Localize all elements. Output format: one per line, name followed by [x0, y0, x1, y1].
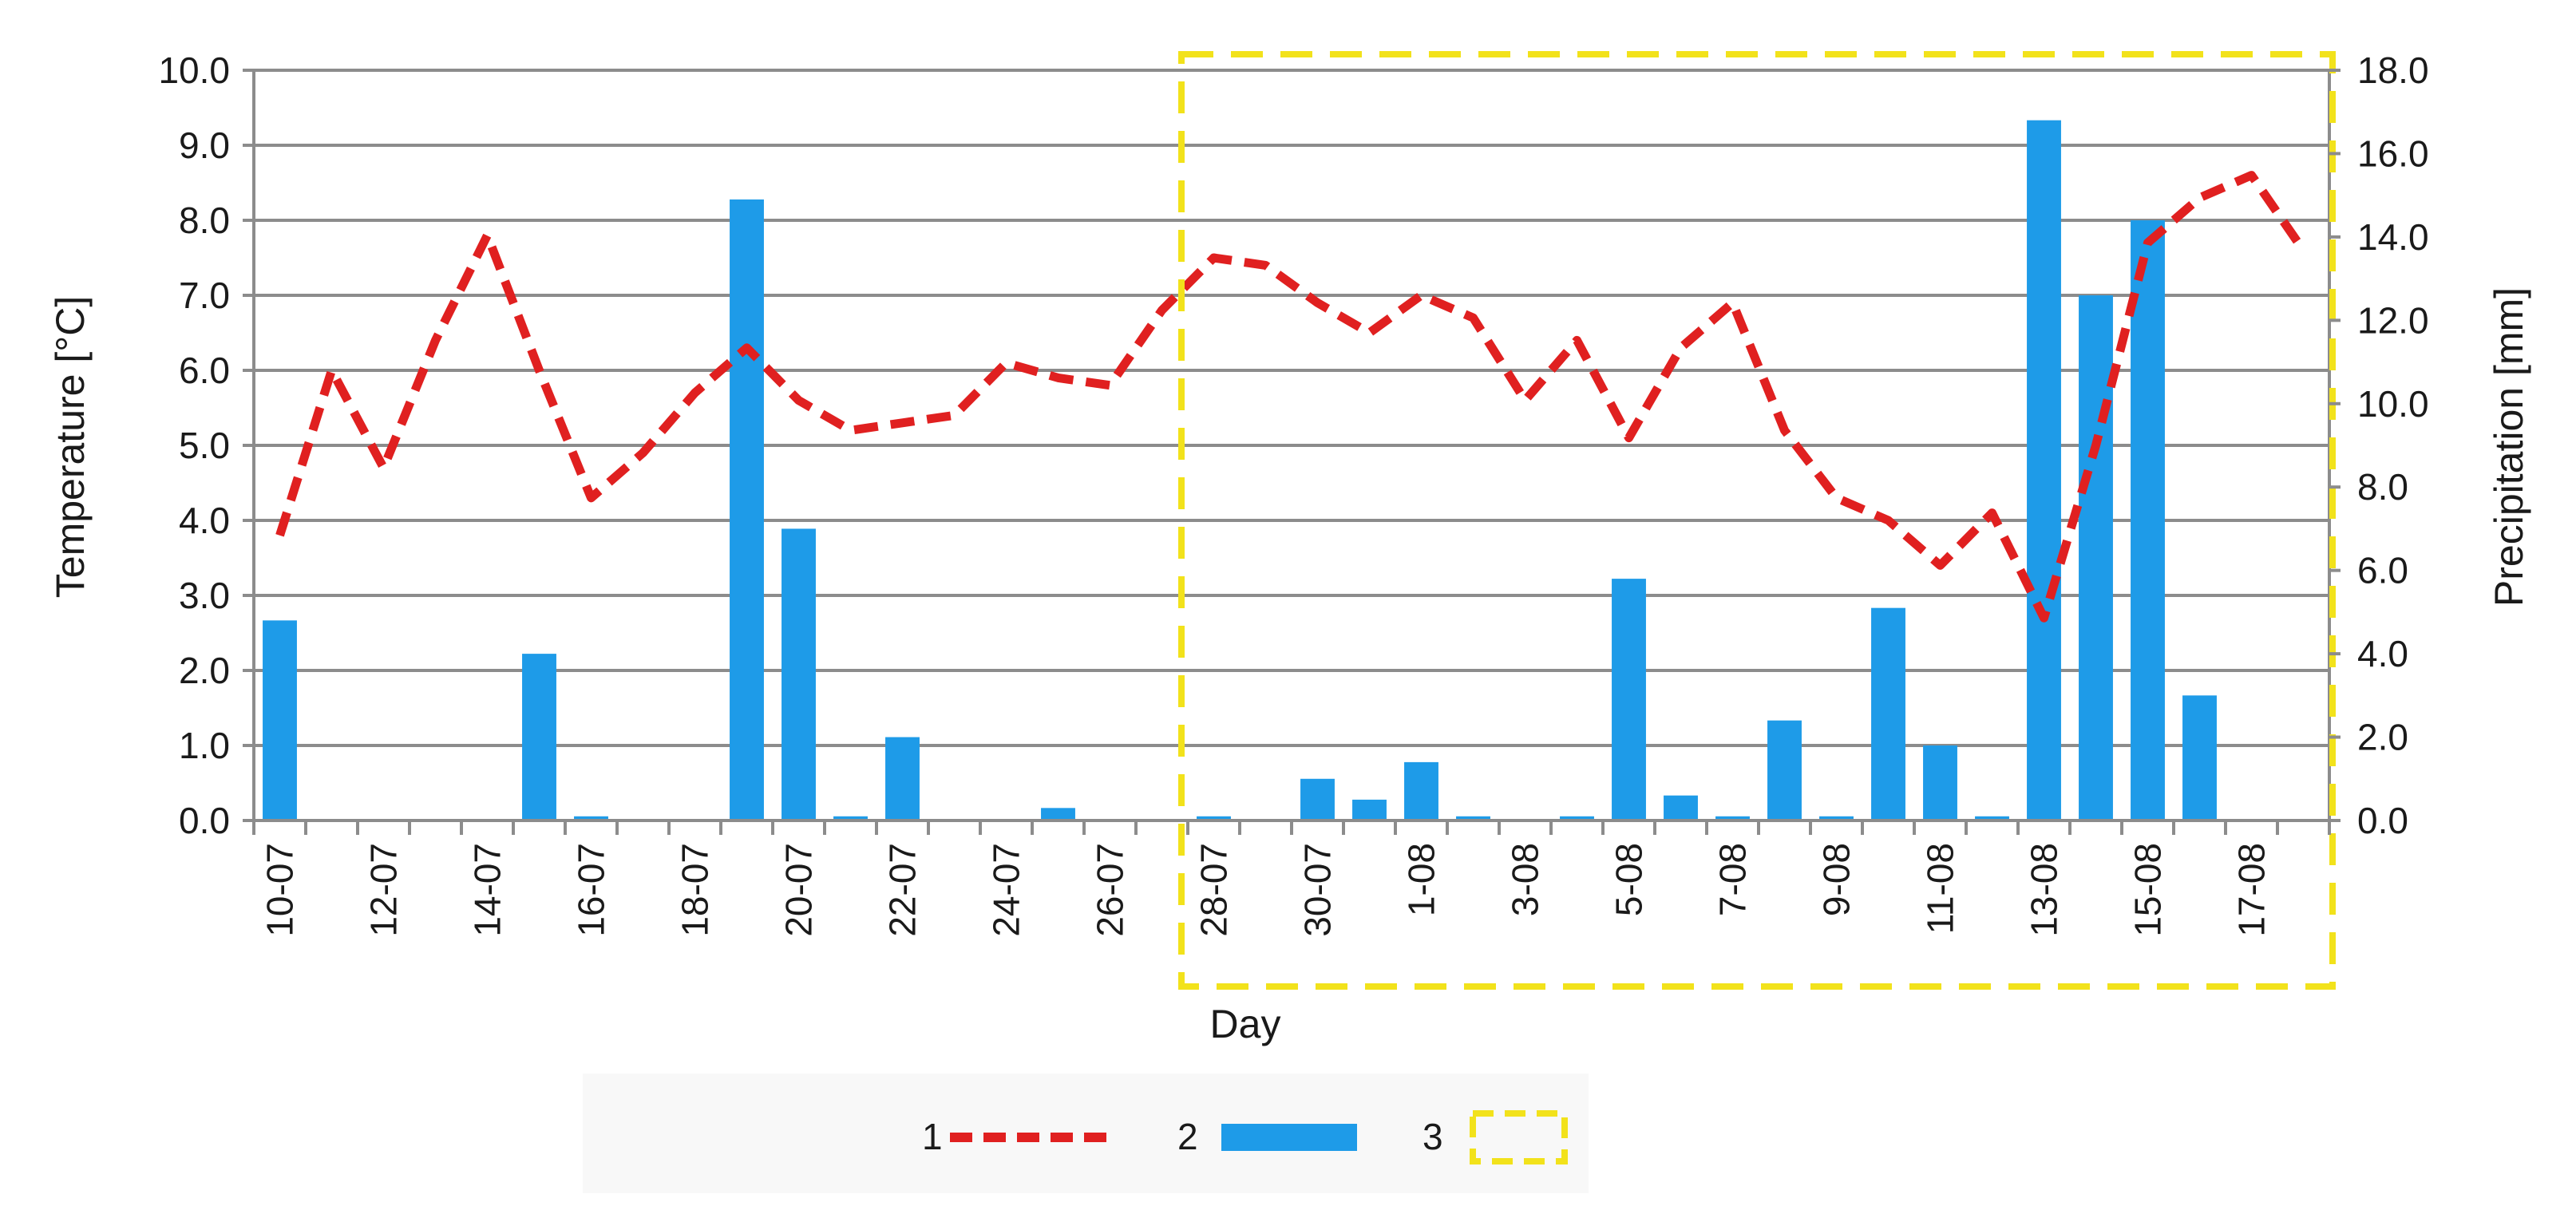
legend-swatch-highlight — [1470, 1110, 1568, 1164]
legend-label-temperature: 1 — [922, 1116, 943, 1157]
precipitation-bar — [1456, 816, 1490, 820]
y-right-tick-label: 18.0 — [2357, 49, 2429, 91]
y-right-tick-label: 2.0 — [2357, 717, 2408, 758]
precipitation-bar — [730, 199, 764, 820]
y-right-tick-label: 12.0 — [2357, 299, 2429, 341]
x-tick-label: 3-08 — [1505, 843, 1546, 916]
y-right-tick-label: 14.0 — [2357, 216, 2429, 258]
tick-layer: 0.0 1.0 2.0 3.0 4.0 5.0 6.0 7.0 8.0 9.0 10.0 0.0 2.0… — [158, 49, 2428, 937]
x-tick-label: 13-08 — [2024, 843, 2065, 937]
x-tick-label: 20-07 — [778, 843, 820, 937]
y-right-tick-label: 16.0 — [2357, 132, 2429, 174]
bar-layer — [263, 120, 2217, 820]
y-left-tick-label: 10.0 — [158, 49, 230, 91]
precipitation-bar — [1300, 778, 1335, 820]
precipitation-bar — [1041, 808, 1075, 820]
precipitation-bar — [1197, 816, 1231, 820]
y-left-tick-label: 4.0 — [179, 500, 230, 541]
x-tick-label: 22-07 — [882, 843, 924, 937]
x-tick-label: 26-07 — [1090, 843, 1131, 937]
precipitation-bar — [2182, 695, 2217, 820]
x-tick-label: 7-08 — [1712, 843, 1754, 916]
precipitation-bar — [1923, 745, 1957, 820]
x-tick-label: 18-07 — [675, 843, 716, 937]
x-tick-label: 16-07 — [571, 843, 612, 937]
legend-swatch-precipitation — [1221, 1124, 1357, 1151]
y-right-tick-label: 6.0 — [2357, 550, 2408, 591]
x-tick-label: 12-07 — [363, 843, 405, 937]
precipitation-bar — [1819, 816, 1854, 820]
precipitation-bar — [1560, 816, 1594, 820]
precipitation-bar — [1767, 720, 1802, 820]
y-left-tick-label: 7.0 — [179, 275, 230, 316]
precipitation-bar — [1612, 579, 1646, 820]
precipitation-bar — [574, 816, 608, 820]
x-tick-label: 24-07 — [986, 843, 1027, 937]
y-left-tick-label: 3.0 — [179, 575, 230, 616]
precipitation-bar — [1352, 799, 1387, 820]
line-layer — [275, 171, 2308, 623]
precipitation-bar — [1975, 816, 2009, 820]
precipitation-bar — [1715, 816, 1750, 820]
y-left-tick-label: 9.0 — [179, 125, 230, 166]
x-tick-label: 17-08 — [2231, 843, 2273, 937]
x-tick-label: 1-08 — [1401, 843, 1442, 916]
precipitation-bar — [2027, 120, 2061, 820]
highlight-layer — [1178, 51, 2336, 990]
precipitation-bar — [2131, 220, 2165, 820]
precipitation-bar — [1871, 607, 1905, 820]
precipitation-bar — [522, 654, 556, 820]
x-tick-label: 28-07 — [1193, 843, 1235, 937]
x-tick-label: 14-07 — [467, 843, 508, 937]
y-left-tick-label: 8.0 — [179, 200, 230, 241]
grid-layer — [254, 69, 2329, 747]
y-left-tick-label: 0.0 — [179, 800, 230, 841]
legend: 1 2 3 — [583, 1074, 1589, 1193]
x-tick-label: 5-08 — [1609, 843, 1650, 916]
x-tick-label: 30-07 — [1297, 843, 1339, 937]
precipitation-bar — [263, 620, 297, 820]
y-right-tick-label: 10.0 — [2357, 383, 2429, 425]
precipitation-bar — [833, 816, 868, 820]
legend-label-precipitation: 2 — [1177, 1116, 1198, 1157]
y-left-tick-label: 5.0 — [179, 425, 230, 466]
legend-label-highlight: 3 — [1423, 1116, 1443, 1157]
x-tick-label: 15-08 — [2127, 843, 2169, 937]
precipitation-bar — [782, 528, 816, 820]
x-tick-label: 9-08 — [1816, 843, 1858, 916]
y-left-tick-label: 6.0 — [179, 350, 230, 391]
y-right-tick-label: 0.0 — [2357, 800, 2408, 841]
y-left-tick-label: 1.0 — [179, 725, 230, 766]
highlight-box — [1178, 51, 2336, 990]
precipitation-bar — [2079, 295, 2113, 820]
x-tick-label: 11-08 — [1920, 843, 1961, 934]
temperature-line — [275, 171, 2308, 623]
y-right-tick-label: 8.0 — [2357, 466, 2408, 508]
precipitation-bar — [1664, 795, 1698, 820]
precipitation-bar — [885, 737, 920, 820]
y-axis-left-title: Temperature [°C] — [48, 296, 93, 598]
y-left-tick-label: 2.0 — [179, 650, 230, 691]
y-right-tick-label: 4.0 — [2357, 633, 2408, 674]
x-axis-title: Day — [1210, 1002, 1281, 1046]
x-tick-label: 10-07 — [259, 843, 301, 937]
y-axis-right-title: Precipitation [mm] — [2487, 287, 2531, 607]
precipitation-bar — [1404, 761, 1438, 820]
